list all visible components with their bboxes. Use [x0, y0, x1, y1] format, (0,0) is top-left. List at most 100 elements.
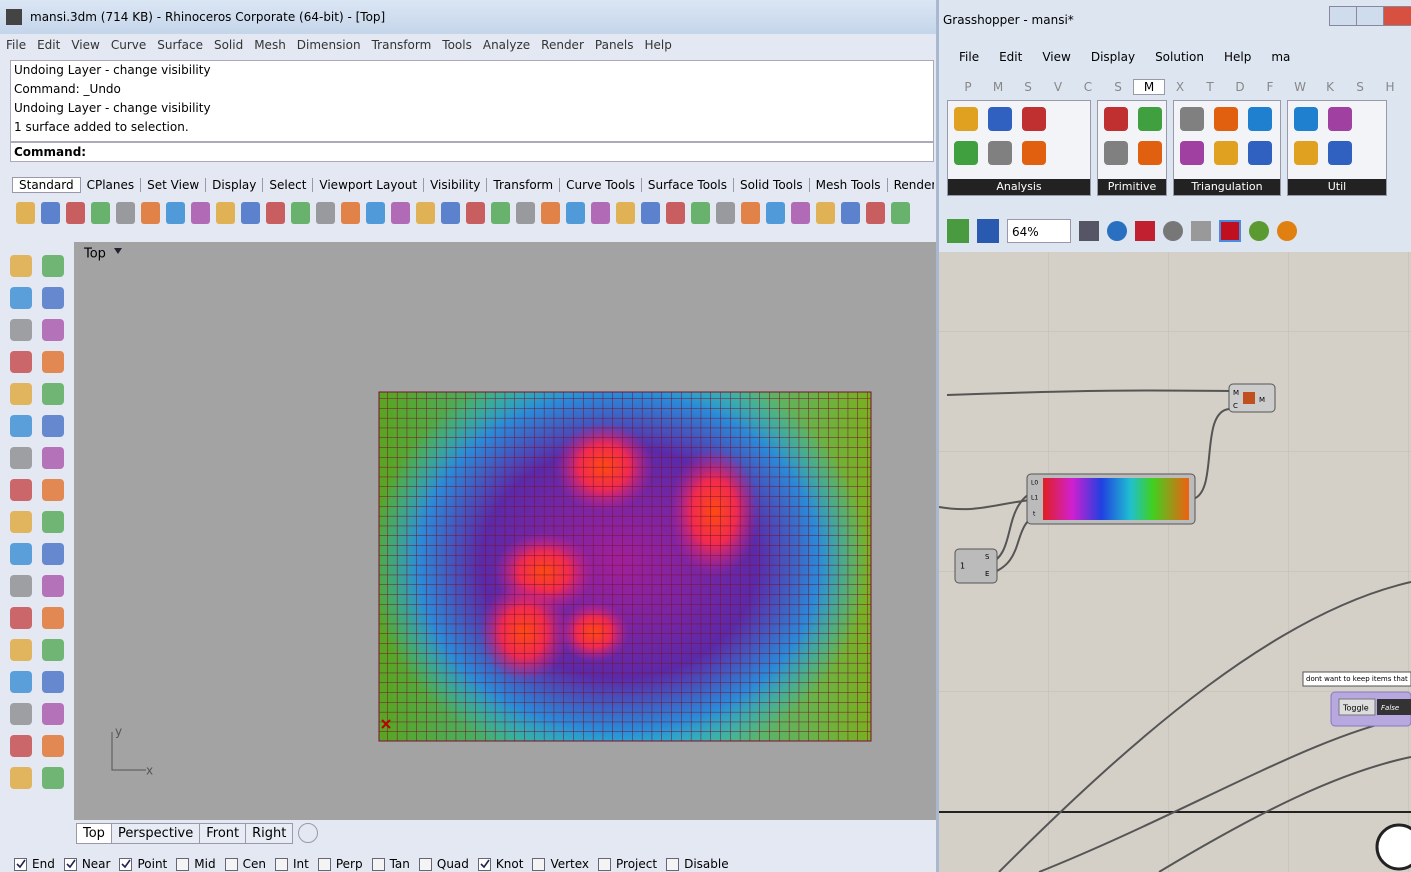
toolbar-tab[interactable]: Visibility [424, 178, 488, 192]
tool-icon[interactable] [791, 202, 810, 224]
side-tool-icon[interactable] [10, 639, 32, 661]
menu-item[interactable]: Mesh [254, 38, 286, 52]
slider-component[interactable] [954, 548, 998, 584]
osnap-checkbox[interactable] [532, 857, 546, 871]
add-viewport-tab[interactable] [298, 823, 319, 843]
toolbar-tab[interactable]: Display [206, 178, 264, 192]
viewport-tab[interactable]: Front [199, 822, 247, 844]
side-tool-icon[interactable] [10, 607, 32, 629]
gh-tab[interactable]: S [1114, 80, 1122, 94]
osnap-checkbox[interactable] [63, 857, 77, 871]
tool-icon[interactable] [291, 202, 310, 224]
close[interactable] [1383, 6, 1411, 26]
tool-icon[interactable] [666, 202, 685, 224]
side-tool-icon[interactable] [10, 287, 32, 309]
osnap-checkbox[interactable] [317, 857, 331, 871]
side-tool-icon[interactable] [42, 735, 64, 757]
tool-icon[interactable] [566, 202, 585, 224]
side-tool-icon[interactable] [10, 671, 32, 693]
tool-icon[interactable] [816, 202, 835, 224]
tool-icon[interactable] [516, 202, 535, 224]
side-tool-icon[interactable] [10, 447, 32, 469]
toolbar-tab[interactable]: Surface Tools [642, 178, 734, 192]
tool-icon[interactable] [841, 202, 860, 224]
gh-tab[interactable]: P [964, 80, 972, 94]
gh-tab[interactable]: S [1356, 80, 1364, 94]
component-icon[interactable] [1138, 107, 1162, 131]
tool-icon[interactable] [766, 202, 785, 224]
panel-group-label[interactable]: Util [1288, 179, 1386, 195]
wire-mode[interactable] [1191, 221, 1211, 241]
side-tool-icon[interactable] [42, 543, 64, 565]
side-tool-icon[interactable] [10, 767, 32, 789]
component-icon[interactable] [1248, 107, 1272, 131]
tool-icon[interactable] [541, 202, 560, 224]
toolbar-tab[interactable]: Standard [12, 177, 81, 193]
menu-item[interactable]: Transform [371, 38, 432, 52]
viewport-tab[interactable]: Perspective [110, 822, 201, 844]
component-icon[interactable] [988, 107, 1012, 131]
component-icon[interactable] [1214, 141, 1238, 165]
save-icon[interactable] [977, 219, 999, 243]
viewport-menu-arrow[interactable] [114, 248, 122, 254]
viewport-tab[interactable]: Right [245, 822, 294, 844]
osnap-label[interactable]: Tan [389, 857, 410, 871]
side-tool-icon[interactable] [10, 255, 32, 277]
component-icon[interactable] [1214, 107, 1238, 131]
maximize[interactable] [1356, 6, 1384, 26]
menu-item[interactable]: Surface [157, 38, 203, 52]
side-tool-icon[interactable] [10, 543, 32, 565]
side-tool-icon[interactable] [42, 671, 64, 693]
component-icon[interactable] [1328, 107, 1352, 131]
toolbar-tab[interactable]: Viewport Layout [313, 178, 425, 192]
panel-group-label[interactable]: Primitive [1098, 179, 1166, 195]
osnap-label[interactable]: Disable [684, 857, 729, 871]
toolbar-tab[interactable]: Curve Tools [560, 178, 642, 192]
side-tool-icon[interactable] [42, 287, 64, 309]
tool-icon[interactable] [641, 202, 660, 224]
component-icon[interactable] [1328, 141, 1352, 165]
side-tool-icon[interactable] [10, 319, 32, 341]
gh-menu-item[interactable]: Help [1223, 50, 1252, 64]
osnap-checkbox[interactable] [224, 857, 238, 871]
window-controls[interactable] [1329, 6, 1411, 26]
side-tool-icon[interactable] [42, 575, 64, 597]
component-icon[interactable] [1294, 107, 1318, 131]
osnap-checkbox[interactable] [666, 857, 680, 871]
toolbar-tab[interactable]: Select [263, 178, 314, 192]
menu-item[interactable]: Help [644, 38, 672, 52]
gh-tab[interactable]: K [1326, 80, 1334, 94]
tool-icon[interactable] [141, 202, 160, 224]
gh-tab[interactable]: X [1175, 80, 1185, 94]
toolbar-tab[interactable]: Solid Tools [734, 178, 810, 192]
side-tool-icon[interactable] [42, 415, 64, 437]
component-icon[interactable] [1104, 141, 1128, 165]
tool-icon[interactable] [241, 202, 260, 224]
side-tool-icon[interactable] [42, 639, 64, 661]
tool-icon[interactable] [391, 202, 410, 224]
tool-icon[interactable] [591, 202, 610, 224]
gh-tab[interactable]: V [1053, 80, 1063, 94]
open-icon[interactable] [947, 219, 969, 243]
tool-icon[interactable] [266, 202, 285, 224]
osnap-checkbox[interactable] [176, 857, 190, 871]
osnap-label[interactable]: Project [616, 857, 658, 871]
menu-item[interactable]: File [6, 38, 27, 52]
tool-icon[interactable] [616, 202, 635, 224]
side-tool-icon[interactable] [10, 735, 32, 757]
toolbar-tab[interactable]: Render Too [888, 178, 934, 192]
osnap-label[interactable]: Near [81, 857, 111, 871]
tool-icon[interactable] [416, 202, 435, 224]
display-icon[interactable] [1277, 221, 1297, 241]
side-tool-icon[interactable] [42, 703, 64, 725]
osnap-checkbox[interactable] [119, 857, 133, 871]
zoom-box[interactable]: 64% [1007, 219, 1071, 243]
side-tool-icon[interactable] [42, 479, 64, 501]
tool-icon[interactable] [316, 202, 335, 224]
gh-tab[interactable]: S [1024, 80, 1032, 94]
component-icon[interactable] [1180, 107, 1204, 131]
tool-icon[interactable] [166, 202, 185, 224]
tool-icon[interactable] [691, 202, 710, 224]
toggle-value-box[interactable] [1377, 699, 1411, 715]
osnap-label[interactable]: Perp [335, 857, 363, 871]
